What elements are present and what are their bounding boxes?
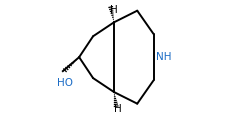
Text: H: H: [109, 5, 117, 15]
Text: HO: HO: [57, 78, 73, 88]
Text: NH: NH: [155, 52, 170, 62]
Text: H: H: [114, 104, 121, 114]
